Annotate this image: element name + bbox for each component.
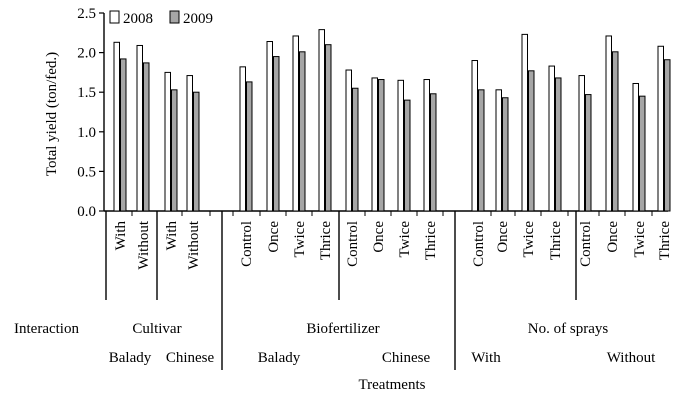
bar-2009-5 <box>273 56 280 212</box>
legend-swatch-2008 <box>109 10 120 24</box>
bar-2009-16 <box>585 94 592 212</box>
y-axis-title: Total yield (ton/fed.) <box>44 52 60 176</box>
bar-2008-13 <box>495 89 502 212</box>
category-label: Control <box>578 221 594 267</box>
category-label: Control <box>239 221 255 267</box>
bar-2008-14 <box>521 33 528 212</box>
category-label: Twice <box>632 221 648 258</box>
category-label: Once <box>605 221 621 253</box>
y-tick-label: 2.5 <box>77 6 96 22</box>
bar-2009-19 <box>664 59 671 212</box>
y-tick-label: 2.0 <box>77 46 96 62</box>
group-label-bottom: Balady <box>109 350 152 366</box>
bar-2008-18 <box>632 82 639 212</box>
labels: 0.0 0.5 1.0 1.5 2.0 2.5 Total yield (ton/fed.)… <box>14 6 673 393</box>
category-label: Control <box>345 221 361 267</box>
category-label: Thrice <box>318 221 334 260</box>
bar-2008-19 <box>657 45 664 212</box>
bar-2008-9 <box>371 77 378 212</box>
category-label: Without <box>136 220 152 269</box>
bar-2009-11 <box>430 93 437 212</box>
bar-2008-0 <box>113 41 120 212</box>
category-label: Thrice <box>657 221 673 260</box>
bar-2009-15 <box>555 77 562 212</box>
bar-2008-5 <box>266 41 273 212</box>
bar-2008-11 <box>423 79 430 212</box>
legend-swatch-2009 <box>169 10 180 24</box>
bar-2008-1 <box>136 44 143 212</box>
bar-2009-10 <box>404 99 411 212</box>
group-label-bottom: Without <box>607 350 656 366</box>
bar-2008-17 <box>605 35 612 212</box>
bar-2009-2 <box>171 89 178 212</box>
bar-2008-4 <box>239 66 246 212</box>
y-tick-label: 1.5 <box>77 85 96 101</box>
category-label: Once <box>495 221 511 253</box>
bar-2009-8 <box>352 87 359 212</box>
category-label: Once <box>371 221 387 253</box>
bar-2009-1 <box>143 62 150 212</box>
bar-2008-6 <box>292 35 299 212</box>
category-label: Twice <box>397 221 413 258</box>
interaction-label: Interaction <box>14 321 79 337</box>
category-label: With <box>113 221 129 251</box>
bar-2009-7 <box>325 44 332 212</box>
category-label: Thrice <box>548 221 564 260</box>
group-label-top: Biofertilizer <box>306 321 379 337</box>
y-tick-label: 0.0 <box>77 204 96 220</box>
category-label: Control <box>471 221 487 267</box>
bar-2008-8 <box>345 69 352 212</box>
legend: 2008 2009 <box>109 10 213 27</box>
group-label-bottom: With <box>471 350 501 366</box>
bar-2008-3 <box>186 75 193 212</box>
bar-2008-12 <box>471 60 478 212</box>
bar-2009-17 <box>612 51 619 212</box>
category-label: With <box>164 221 180 251</box>
bar-2009-13 <box>502 97 509 212</box>
bar-2009-3 <box>193 91 200 212</box>
bar-2009-18 <box>639 95 646 212</box>
group-label-bottom: Chinese <box>382 350 431 366</box>
category-label: Once <box>266 221 282 253</box>
legend-label: 2008 <box>123 11 153 27</box>
bar-2008-2 <box>164 71 171 212</box>
bar-2008-10 <box>397 79 404 212</box>
bar-2009-0 <box>120 58 127 212</box>
category-label: Twice <box>292 221 308 258</box>
x-axis-title: Treatments <box>359 377 426 393</box>
bar-2008-15 <box>548 65 555 212</box>
category-label: Without <box>186 220 202 269</box>
y-tick-label: 1.0 <box>77 125 96 141</box>
category-label: Thrice <box>423 221 439 260</box>
group-label-bottom: Balady <box>258 350 301 366</box>
bar-2009-9 <box>378 79 385 212</box>
bar-2009-6 <box>299 51 306 212</box>
bar-2008-16 <box>578 75 585 212</box>
group-label-bottom: Chinese <box>166 350 215 366</box>
bar-2009-14 <box>528 70 535 212</box>
category-label: Twice <box>521 221 537 258</box>
bar-2008-7 <box>318 29 325 212</box>
bar-2009-12 <box>478 89 485 212</box>
group-label-top: No. of sprays <box>528 321 609 337</box>
bar-2009-4 <box>246 81 253 212</box>
group-label-top: Cultivar <box>132 321 181 337</box>
y-tick-label: 0.5 <box>77 164 96 180</box>
legend-label: 2009 <box>183 11 213 27</box>
bars <box>113 29 671 212</box>
